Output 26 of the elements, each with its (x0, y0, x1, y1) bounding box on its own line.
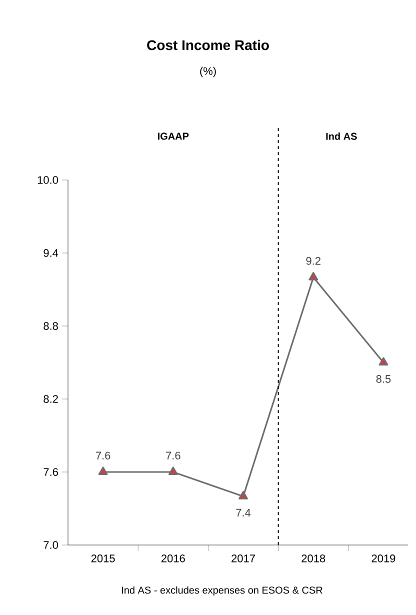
point (378, 357, 388, 366)
data-label: 7.6 (96, 452, 110, 460)
y-tick-label: 8.8 (44, 322, 58, 330)
x-tick-label: 2017 (232, 554, 255, 562)
x-tick-label: 2015 (91, 554, 115, 562)
data-label: 7.6 (166, 452, 180, 460)
x-tick-label: 2019 (372, 554, 396, 562)
x-tick-label: 2018 (302, 554, 326, 562)
text: Ind AS - excludes expenses on ESOS & CSR (122, 586, 322, 596)
y-tick-label: 7.0 (44, 541, 58, 549)
chart-subtitle: (%) (200, 66, 216, 78)
y-tick-label: 7.6 (44, 468, 58, 476)
text: Ind AS (326, 132, 357, 140)
point (168, 466, 178, 476)
y-tick-label: 9.4 (44, 249, 58, 257)
point (98, 466, 108, 476)
data-label: 7.4 (236, 508, 251, 516)
y-tick-label: 8.2 (44, 395, 58, 403)
point (308, 272, 318, 280)
x-tick-label: 2016 (161, 554, 185, 562)
point (238, 491, 248, 500)
y-tick-label: 10.0 (38, 176, 58, 184)
data-label: 8.5 (376, 375, 391, 383)
chart-title: Cost Income Ratio (147, 40, 269, 50)
text: IGAAP (158, 132, 189, 140)
data-label: 9.2 (306, 257, 320, 265)
